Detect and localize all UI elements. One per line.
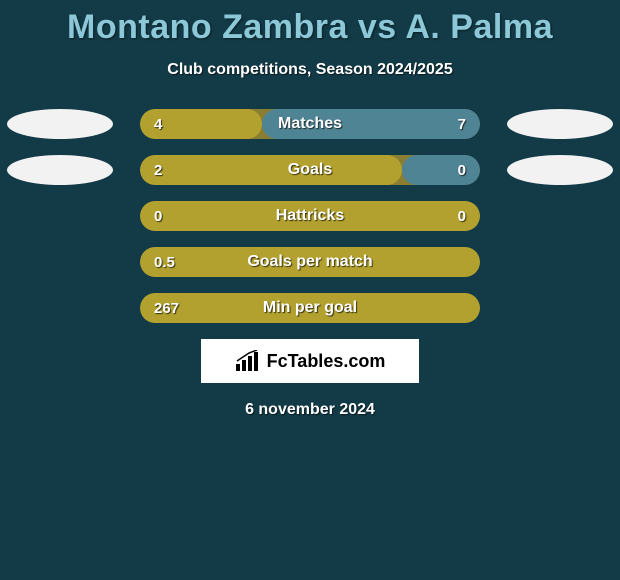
stat-bar: 20Goals	[140, 155, 480, 185]
stat-row: 47Matches	[0, 109, 620, 139]
stat-row: 20Goals	[0, 155, 620, 185]
stat-row: 0.5Goals per match	[0, 247, 620, 277]
logo-box[interactable]: FcTables.com	[201, 339, 419, 383]
player-right-oval	[507, 155, 613, 185]
chart-bars-icon	[235, 350, 263, 372]
stat-row: 00Hattricks	[0, 201, 620, 231]
stat-label: Goals per match	[140, 247, 480, 277]
player-right-oval	[507, 109, 613, 139]
stat-bar: 47Matches	[140, 109, 480, 139]
subtitle: Club competitions, Season 2024/2025	[0, 61, 620, 79]
stat-label: Goals	[140, 155, 480, 185]
stat-label: Matches	[140, 109, 480, 139]
stat-bar: 267Min per goal	[140, 293, 480, 323]
stat-label: Hattricks	[140, 201, 480, 231]
stat-bar: 00Hattricks	[140, 201, 480, 231]
stats-area: 47Matches 20Goals 00Hattricks 0.5Goals per …	[0, 109, 620, 323]
stat-row: 267Min per goal	[0, 293, 620, 323]
stat-label: Min per goal	[140, 293, 480, 323]
player-left-oval	[7, 155, 113, 185]
page-title: Montano Zambra vs A. Palma	[0, 8, 620, 47]
infographic-container: Montano Zambra vs A. Palma Club competit…	[0, 0, 620, 419]
date-text: 6 november 2024	[0, 401, 620, 419]
logo-text: FcTables.com	[267, 351, 386, 372]
player-left-oval	[7, 109, 113, 139]
stat-bar: 0.5Goals per match	[140, 247, 480, 277]
logo-inner: FcTables.com	[235, 350, 386, 372]
